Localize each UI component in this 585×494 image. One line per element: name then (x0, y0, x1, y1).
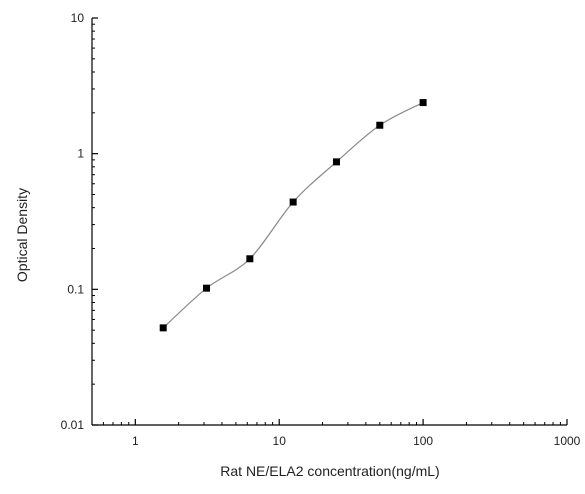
fit-curve-layer (162, 102, 424, 329)
data-point (289, 198, 297, 206)
axes: 1 10 100 1000 0.01 0.1 1 10 (61, 11, 581, 448)
data-point (246, 255, 254, 263)
x-tick-label: 10 (273, 434, 287, 448)
data-points (159, 99, 427, 332)
x-tick-label: 100 (413, 434, 433, 448)
data-point (419, 99, 427, 107)
x-axis-title: Rat NE/ELA2 concentration(ng/mL) (220, 463, 439, 479)
x-tick-label: 1000 (554, 434, 581, 448)
x-tick-label: 1 (132, 434, 139, 448)
y-tick-label: 0.01 (61, 418, 85, 432)
y-axis-title: Optical Density (14, 188, 30, 282)
y-tick-label: 0.1 (67, 282, 84, 296)
data-point (376, 121, 384, 129)
data-point (332, 158, 340, 166)
y-tick-label: 10 (71, 11, 85, 25)
data-point (203, 284, 211, 292)
data-point (159, 324, 167, 332)
y-tick-label: 1 (77, 147, 84, 161)
fit-curve (162, 102, 424, 329)
